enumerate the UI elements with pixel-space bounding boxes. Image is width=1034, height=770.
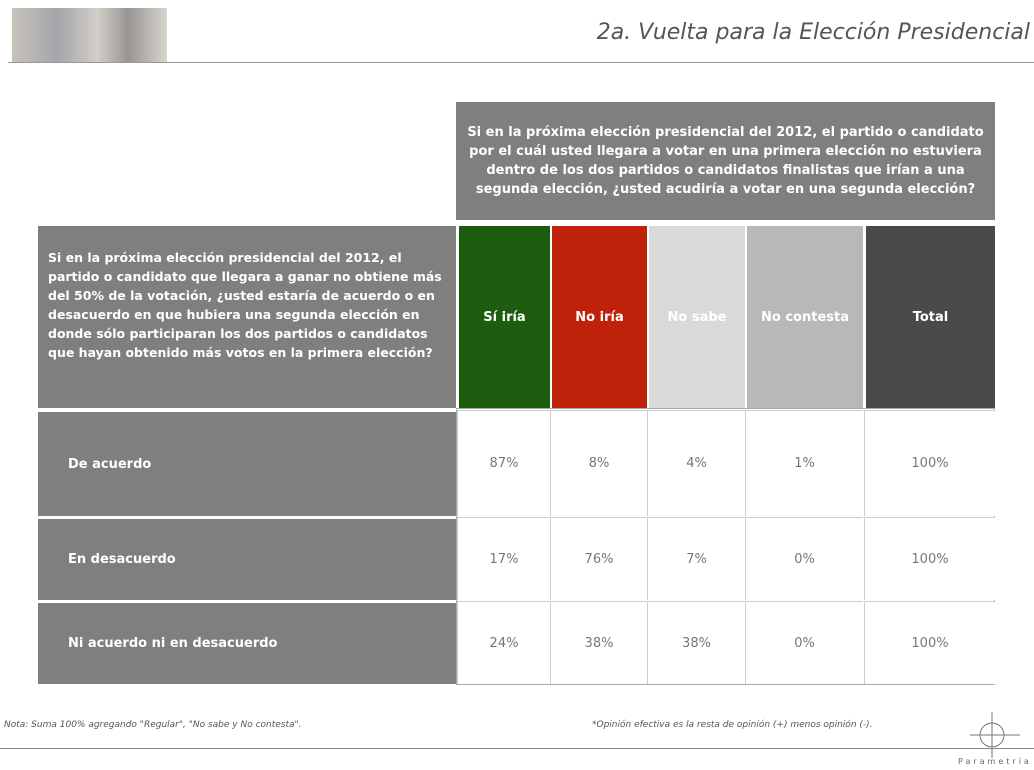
table-cell: 24%: [457, 601, 550, 684]
logo-mark: [970, 712, 1020, 758]
column-header: No sabe: [649, 226, 745, 408]
column-header: No iría: [552, 226, 647, 408]
footnote: Nota: Suma 100% agregando "Regular", "No…: [4, 720, 302, 730]
column-header: Total: [866, 226, 995, 408]
table-cell: 7%: [647, 517, 745, 600]
column-question: Si en la próxima elección presidencial d…: [456, 102, 995, 220]
footer-rule: [0, 748, 1034, 749]
row-label: De acuerdo: [38, 410, 456, 516]
table-cell: 38%: [550, 601, 647, 684]
row-label: Ni acuerdo ni en desacuerdo: [38, 601, 456, 684]
header-photo: [12, 8, 167, 63]
footnote: *Opinión efectiva es la resta de opinión…: [592, 720, 873, 730]
table-cell: 100%: [864, 410, 995, 516]
table-cell: 87%: [457, 410, 550, 516]
logo-text: Parametría: [958, 757, 1032, 766]
table-cell: 0%: [745, 517, 863, 600]
row-question: Si en la próxima elección presidencial d…: [38, 226, 456, 408]
slide-title: 2a. Vuelta para la Elección Presidencial: [596, 20, 1030, 45]
table-cell: 8%: [550, 410, 647, 516]
table-cell: 17%: [457, 517, 550, 600]
header-rule: [8, 62, 1034, 63]
table-cell: 38%: [647, 601, 745, 684]
table-cell: 100%: [864, 601, 995, 684]
column-header: Sí iría: [459, 226, 550, 408]
table-cell: 100%: [864, 517, 995, 600]
column-header: No contesta: [747, 226, 863, 408]
table-cell: 76%: [550, 517, 647, 600]
table-cell: 0%: [745, 601, 863, 684]
table-cell: 4%: [647, 410, 745, 516]
table-cell: 1%: [745, 410, 863, 516]
row-label: En desacuerdo: [38, 517, 456, 600]
